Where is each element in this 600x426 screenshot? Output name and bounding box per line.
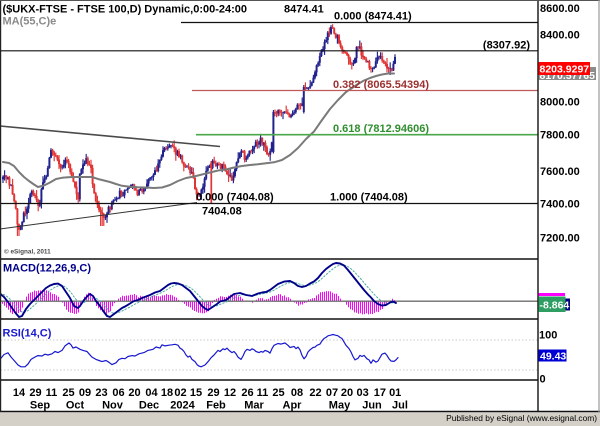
svg-text:02: 02 <box>174 387 186 399</box>
svg-text:8400.00: 8400.00 <box>540 30 580 42</box>
svg-text:12: 12 <box>224 387 236 399</box>
svg-text:1.000 (7404.08): 1.000 (7404.08) <box>330 192 408 204</box>
svg-text:MACD(12,26,9,C): MACD(12,26,9,C) <box>3 263 91 275</box>
svg-text:03: 03 <box>356 387 368 399</box>
svg-text:04: 04 <box>145 387 158 399</box>
svg-text:17: 17 <box>374 387 386 399</box>
svg-text:7600.00: 7600.00 <box>540 166 580 178</box>
svg-text:14: 14 <box>13 387 26 399</box>
svg-text:MA(55,C)e: MA(55,C)e <box>3 16 57 28</box>
svg-text:8474.41: 8474.41 <box>284 4 324 16</box>
svg-text:18: 18 <box>161 387 173 399</box>
svg-text:20: 20 <box>128 387 140 399</box>
svg-text:0.000 (7404.08): 0.000 (7404.08) <box>196 192 274 204</box>
svg-text:0.000 (8474.41): 0.000 (8474.41) <box>334 11 412 23</box>
svg-text:8600.00: 8600.00 <box>540 3 580 15</box>
svg-text:7400.00: 7400.00 <box>540 199 580 211</box>
svg-text:Published by eSignal (www.esig: Published by eSignal (www.esignal.com) <box>446 413 597 423</box>
svg-text:29: 29 <box>29 387 41 399</box>
svg-text:Jul: Jul <box>392 400 408 412</box>
svg-text:25: 25 <box>272 387 284 399</box>
svg-text:Dec: Dec <box>139 400 159 412</box>
svg-text:0: 0 <box>540 374 546 386</box>
svg-text:($UKX-FTSE - FTSE 100,D) Dynam: ($UKX-FTSE - FTSE 100,D) Dynamic,0:00-24… <box>3 4 248 16</box>
svg-text:09: 09 <box>79 387 91 399</box>
svg-text:© eSignal, 2011: © eSignal, 2011 <box>4 248 51 256</box>
svg-text:01: 01 <box>389 387 401 399</box>
svg-text:Jun: Jun <box>362 400 382 412</box>
svg-text:8000.00: 8000.00 <box>540 97 580 109</box>
svg-text:Mar: Mar <box>244 400 264 412</box>
svg-text:8203.9297: 8203.9297 <box>540 64 590 76</box>
svg-text:22: 22 <box>309 387 321 399</box>
svg-text:100: 100 <box>539 330 557 342</box>
svg-text:RSI(14,C): RSI(14,C) <box>3 328 52 340</box>
svg-text:25: 25 <box>62 387 74 399</box>
svg-text:7200.00: 7200.00 <box>540 232 580 244</box>
svg-text:0.618 (7812.94606): 0.618 (7812.94606) <box>333 123 429 135</box>
svg-text:7800.00: 7800.00 <box>540 130 580 142</box>
svg-text:07: 07 <box>326 387 338 399</box>
svg-text:-8.864: -8.864 <box>540 300 570 312</box>
svg-text:49.43: 49.43 <box>540 351 566 363</box>
svg-text:7404.08: 7404.08 <box>202 206 242 218</box>
svg-text:May: May <box>329 400 351 412</box>
svg-text:11: 11 <box>257 387 269 399</box>
svg-text:Sep: Sep <box>30 400 50 412</box>
svg-text:(8307.92): (8307.92) <box>483 39 530 51</box>
svg-text:2024: 2024 <box>170 400 195 412</box>
svg-text:08: 08 <box>291 387 303 399</box>
svg-text:Nov: Nov <box>102 400 124 412</box>
svg-text:23: 23 <box>95 387 107 399</box>
svg-text:0.382 (8065.54394): 0.382 (8065.54394) <box>333 79 429 91</box>
svg-text:11: 11 <box>46 387 58 399</box>
svg-text:26: 26 <box>241 387 253 399</box>
svg-text:Apr: Apr <box>283 400 303 412</box>
svg-text:Feb: Feb <box>206 400 226 412</box>
svg-text:Oct: Oct <box>66 400 85 412</box>
svg-text:15: 15 <box>190 387 202 399</box>
svg-text:20: 20 <box>341 387 353 399</box>
svg-text:29: 29 <box>207 387 219 399</box>
svg-text:06: 06 <box>112 387 124 399</box>
